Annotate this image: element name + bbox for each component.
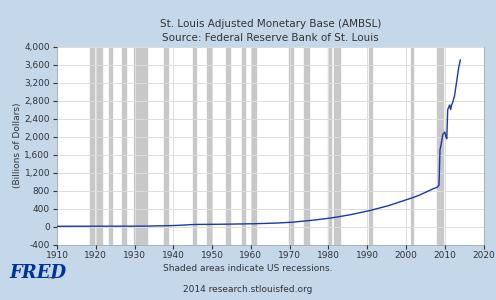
Title: St. Louis Adjusted Monetary Base (AMBSL)
Source: Federal Reserve Bank of St. Lou: St. Louis Adjusted Monetary Base (AMBSL)… <box>160 19 381 43</box>
Bar <box>242 46 245 244</box>
Text: Shaded areas indicate US recessions.: Shaded areas indicate US recessions. <box>163 264 333 273</box>
Bar <box>96 46 102 244</box>
Y-axis label: (Billions of Dollars): (Billions of Dollars) <box>12 103 21 188</box>
Bar <box>122 46 126 244</box>
Bar <box>226 46 230 244</box>
Bar <box>110 46 113 244</box>
Text: 2014 research.stlouisfed.org: 2014 research.stlouisfed.org <box>184 285 312 294</box>
Bar <box>90 46 94 244</box>
Bar <box>436 46 443 244</box>
Bar <box>304 46 309 244</box>
Bar <box>411 46 413 244</box>
Bar <box>289 46 293 244</box>
Bar <box>328 46 331 244</box>
Bar <box>252 46 256 244</box>
Text: FRED: FRED <box>10 264 67 282</box>
Bar <box>369 46 372 244</box>
Bar <box>133 46 147 244</box>
Bar <box>207 46 211 244</box>
Bar <box>334 46 340 244</box>
Bar <box>164 46 168 244</box>
Text: ~: ~ <box>47 274 57 284</box>
Bar <box>193 46 195 244</box>
